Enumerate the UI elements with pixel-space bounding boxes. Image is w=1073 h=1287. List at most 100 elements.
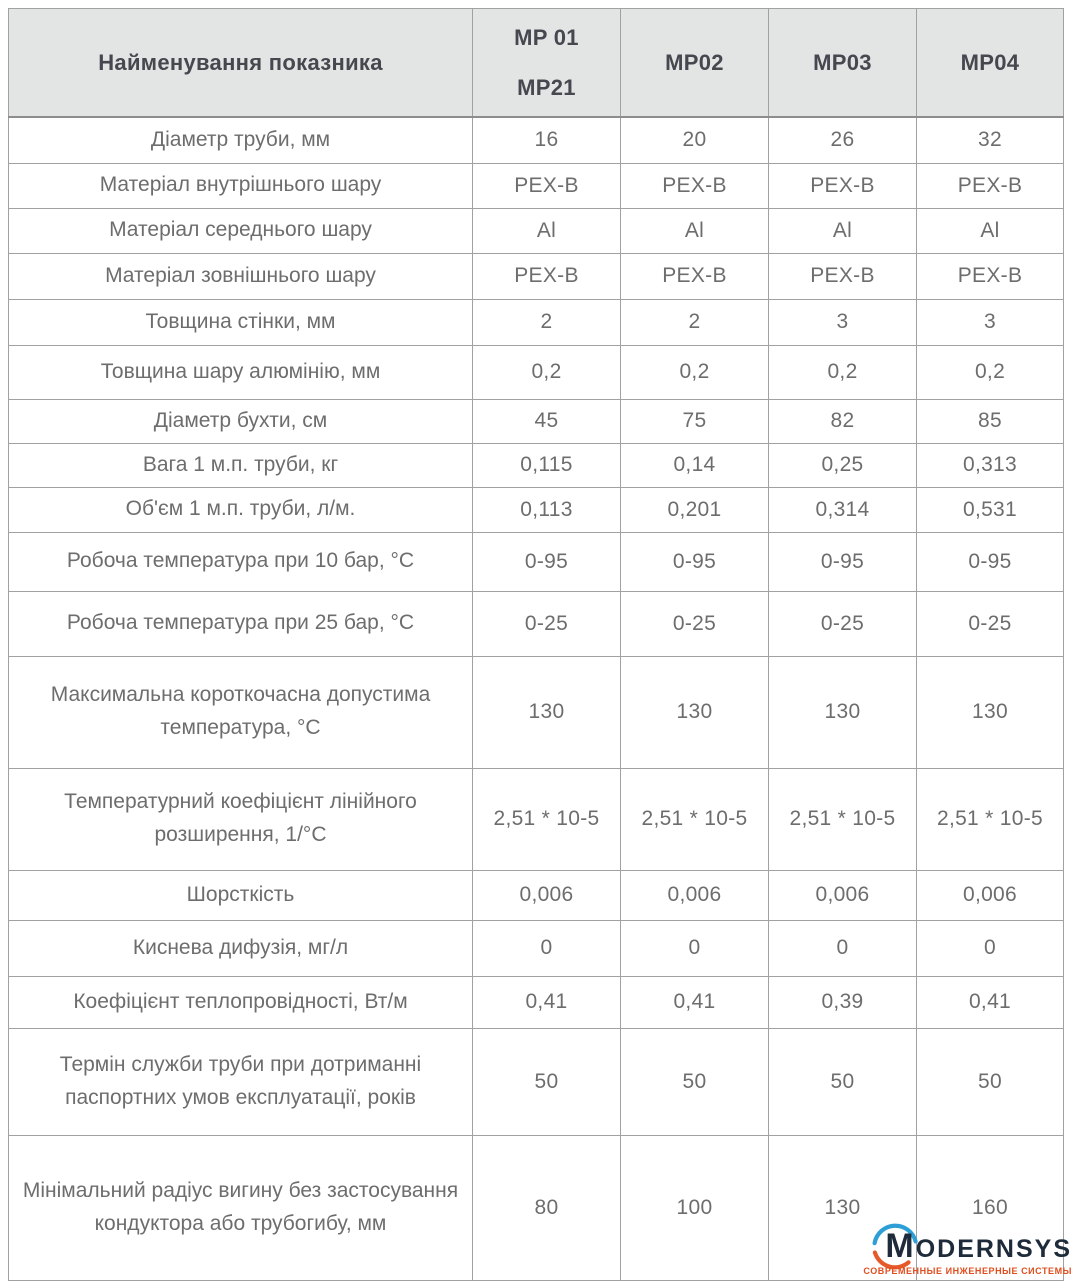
spec-value-cell: 0,006	[768, 869, 917, 921]
spec-value-cell: 82	[768, 398, 917, 444]
spec-value-cell: Al	[916, 207, 1064, 254]
spec-value-cell: PEX-B	[768, 162, 917, 209]
header-label-cell: Найменування показника	[8, 8, 473, 118]
table-row: Вага 1 м.п. труби, кг 0,115 0,14 0,25 0,313	[8, 442, 1064, 488]
spec-value-cell: 0-95	[768, 531, 917, 592]
spec-value-cell: 0	[768, 919, 917, 977]
spec-value-cell: 0,2	[472, 344, 621, 400]
spec-value-cell: 2,51 * 10-5	[472, 767, 621, 871]
spec-value-cell: 0	[620, 919, 769, 977]
spec-value-cell: PEX-B	[916, 252, 1064, 300]
spec-value-cell: 0,531	[916, 486, 1064, 533]
header-model-cell-mp04: MP04	[916, 8, 1064, 118]
spec-value-cell: 0,313	[916, 442, 1064, 488]
spec-value-cell: 130	[768, 655, 917, 769]
spec-value-cell: 0,39	[768, 975, 917, 1029]
spec-value-cell: 130	[768, 1134, 917, 1281]
logo-mark: MODERNSYS	[872, 1223, 1072, 1270]
spec-value-cell: PEX-B	[768, 252, 917, 300]
table-row: Діаметр труби, мм 16 20 26 32	[8, 116, 1064, 164]
table-row: Товщина стінки, мм 2 2 3 3	[8, 298, 1064, 346]
spec-value-cell: 0-25	[620, 590, 769, 657]
row-label-cell: Мінімальний радіус вигину без застосуван…	[8, 1134, 473, 1281]
logo-wordmark: MODERNSYS	[885, 1227, 1072, 1265]
row-label-cell: Діаметр бухти, см	[8, 398, 473, 444]
row-label-cell: Діаметр труби, мм	[8, 116, 473, 164]
row-label-cell: Матеріал зовнішнього шару	[8, 252, 473, 300]
spec-value-cell: 0,006	[916, 869, 1064, 921]
table-row: Матеріал внутрішнього шару PEX-B PEX-B PEX-…	[8, 162, 1064, 209]
header-row: Найменування показника MP 01 MP21 MP02 M…	[8, 8, 1064, 118]
table-row: Термін служби труби при дотриманні паспо…	[8, 1027, 1064, 1136]
row-label-cell: Робоча температура при 25 бар, °С	[8, 590, 473, 657]
row-label-cell: Робоча температура при 10 бар, °С	[8, 531, 473, 592]
spec-value-cell: 50	[768, 1027, 917, 1136]
row-label-cell: Киснева дифузія, мг/л	[8, 919, 473, 977]
spec-value-cell: 2,51 * 10-5	[620, 767, 769, 871]
header-model-cell-mp02: MP02	[620, 8, 769, 118]
spec-value-cell: 0-95	[620, 531, 769, 592]
spec-value-cell: 20	[620, 116, 769, 164]
row-label-cell: Температурний коефіцієнт лінійного розши…	[8, 767, 473, 871]
logo-tagline: СОВРЕМЕННЫЕ ИНЖЕНЕРНЫЕ СИСТЕМЫ	[863, 1266, 1072, 1276]
spec-value-cell: 50	[916, 1027, 1064, 1136]
spec-value-cell: 0-95	[916, 531, 1064, 592]
spec-value-cell: 130	[916, 655, 1064, 769]
spec-value-cell: 0,41	[916, 975, 1064, 1029]
spec-value-cell: 130	[620, 655, 769, 769]
table-row: Робоча температура при 25 бар, °С 0-25 0-2…	[8, 590, 1064, 657]
spec-value-cell: 0-25	[916, 590, 1064, 657]
spec-value-cell: 0-25	[768, 590, 917, 657]
table-row: Температурний коефіцієнт лінійного розши…	[8, 767, 1064, 871]
table-row: Шорсткість 0,006 0,006 0,006 0,006	[8, 869, 1064, 921]
table-row: Діаметр бухти, см 45 75 82 85	[8, 398, 1064, 444]
spec-value-cell: 0,115	[472, 442, 621, 488]
spec-value-cell: 3	[768, 298, 917, 346]
row-label-cell: Об'єм 1 м.п. труби, л/м.	[8, 486, 473, 533]
spec-value-cell: 0,314	[768, 486, 917, 533]
table-row: Киснева дифузія, мг/л 0 0 0 0	[8, 919, 1064, 977]
spec-value-cell: 0,41	[472, 975, 621, 1029]
spec-value-cell: 85	[916, 398, 1064, 444]
spec-value-cell: PEX-B	[472, 252, 621, 300]
spec-value-cell: 0-25	[472, 590, 621, 657]
table-row: Матеріал зовнішнього шару PEX-B PEX-B PEX-B…	[8, 252, 1064, 300]
spec-value-cell: 0,25	[768, 442, 917, 488]
table-row: Мінімальний радіус вигину без застосуван…	[8, 1134, 1064, 1281]
spec-value-cell: 2,51 * 10-5	[916, 767, 1064, 871]
row-label-cell: Товщина стінки, мм	[8, 298, 473, 346]
spec-value-cell: Al	[472, 207, 621, 254]
spec-value-cell: 0,2	[620, 344, 769, 400]
row-label-cell: Коефіцієнт теплопровідності, Вт/м	[8, 975, 473, 1029]
spec-value-cell: 16	[472, 116, 621, 164]
row-label-cell: Матеріал середнього шару	[8, 207, 473, 254]
spec-value-cell: PEX-B	[916, 162, 1064, 209]
spec-value-cell: PEX-B	[620, 162, 769, 209]
table-row: Матеріал середнього шару Al Al Al Al	[8, 207, 1064, 254]
spec-value-cell: 2	[620, 298, 769, 346]
spec-value-cell: 45	[472, 398, 621, 444]
spec-value-cell: 0,2	[916, 344, 1064, 400]
spec-value-cell: 0,201	[620, 486, 769, 533]
modernsys-logo-watermark: MODERNSYS СОВРЕМЕННЫЕ ИНЖЕНЕРНЫЕ СИСТЕМЫ	[860, 1223, 1072, 1276]
spec-value-cell: 0,41	[620, 975, 769, 1029]
spec-value-cell: 32	[916, 116, 1064, 164]
spec-value-cell: 50	[620, 1027, 769, 1136]
table-row: Максимальна короткочасна допустима темпе…	[8, 655, 1064, 769]
spec-value-cell: 130	[472, 655, 621, 769]
table-row: Об'єм 1 м.п. труби, л/м. 0,113 0,201 0,314 0…	[8, 486, 1064, 533]
header-model-cell-mp03: MP03	[768, 8, 917, 118]
pipe-spec-table: Найменування показника MP 01 MP21 MP02 M…	[8, 8, 1064, 1281]
spec-value-cell: 0,006	[472, 869, 621, 921]
spec-value-cell: 0,2	[768, 344, 917, 400]
spec-value-cell: Al	[620, 207, 769, 254]
spec-value-cell: 0,14	[620, 442, 769, 488]
spec-value-cell: 2	[472, 298, 621, 346]
spec-value-cell: 100	[620, 1134, 769, 1281]
spec-value-cell: 160	[916, 1134, 1064, 1281]
spec-value-cell: Al	[768, 207, 917, 254]
spec-value-cell: PEX-B	[620, 252, 769, 300]
spec-value-cell: 0,006	[620, 869, 769, 921]
row-label-cell: Товщина шару алюмінію, мм	[8, 344, 473, 400]
